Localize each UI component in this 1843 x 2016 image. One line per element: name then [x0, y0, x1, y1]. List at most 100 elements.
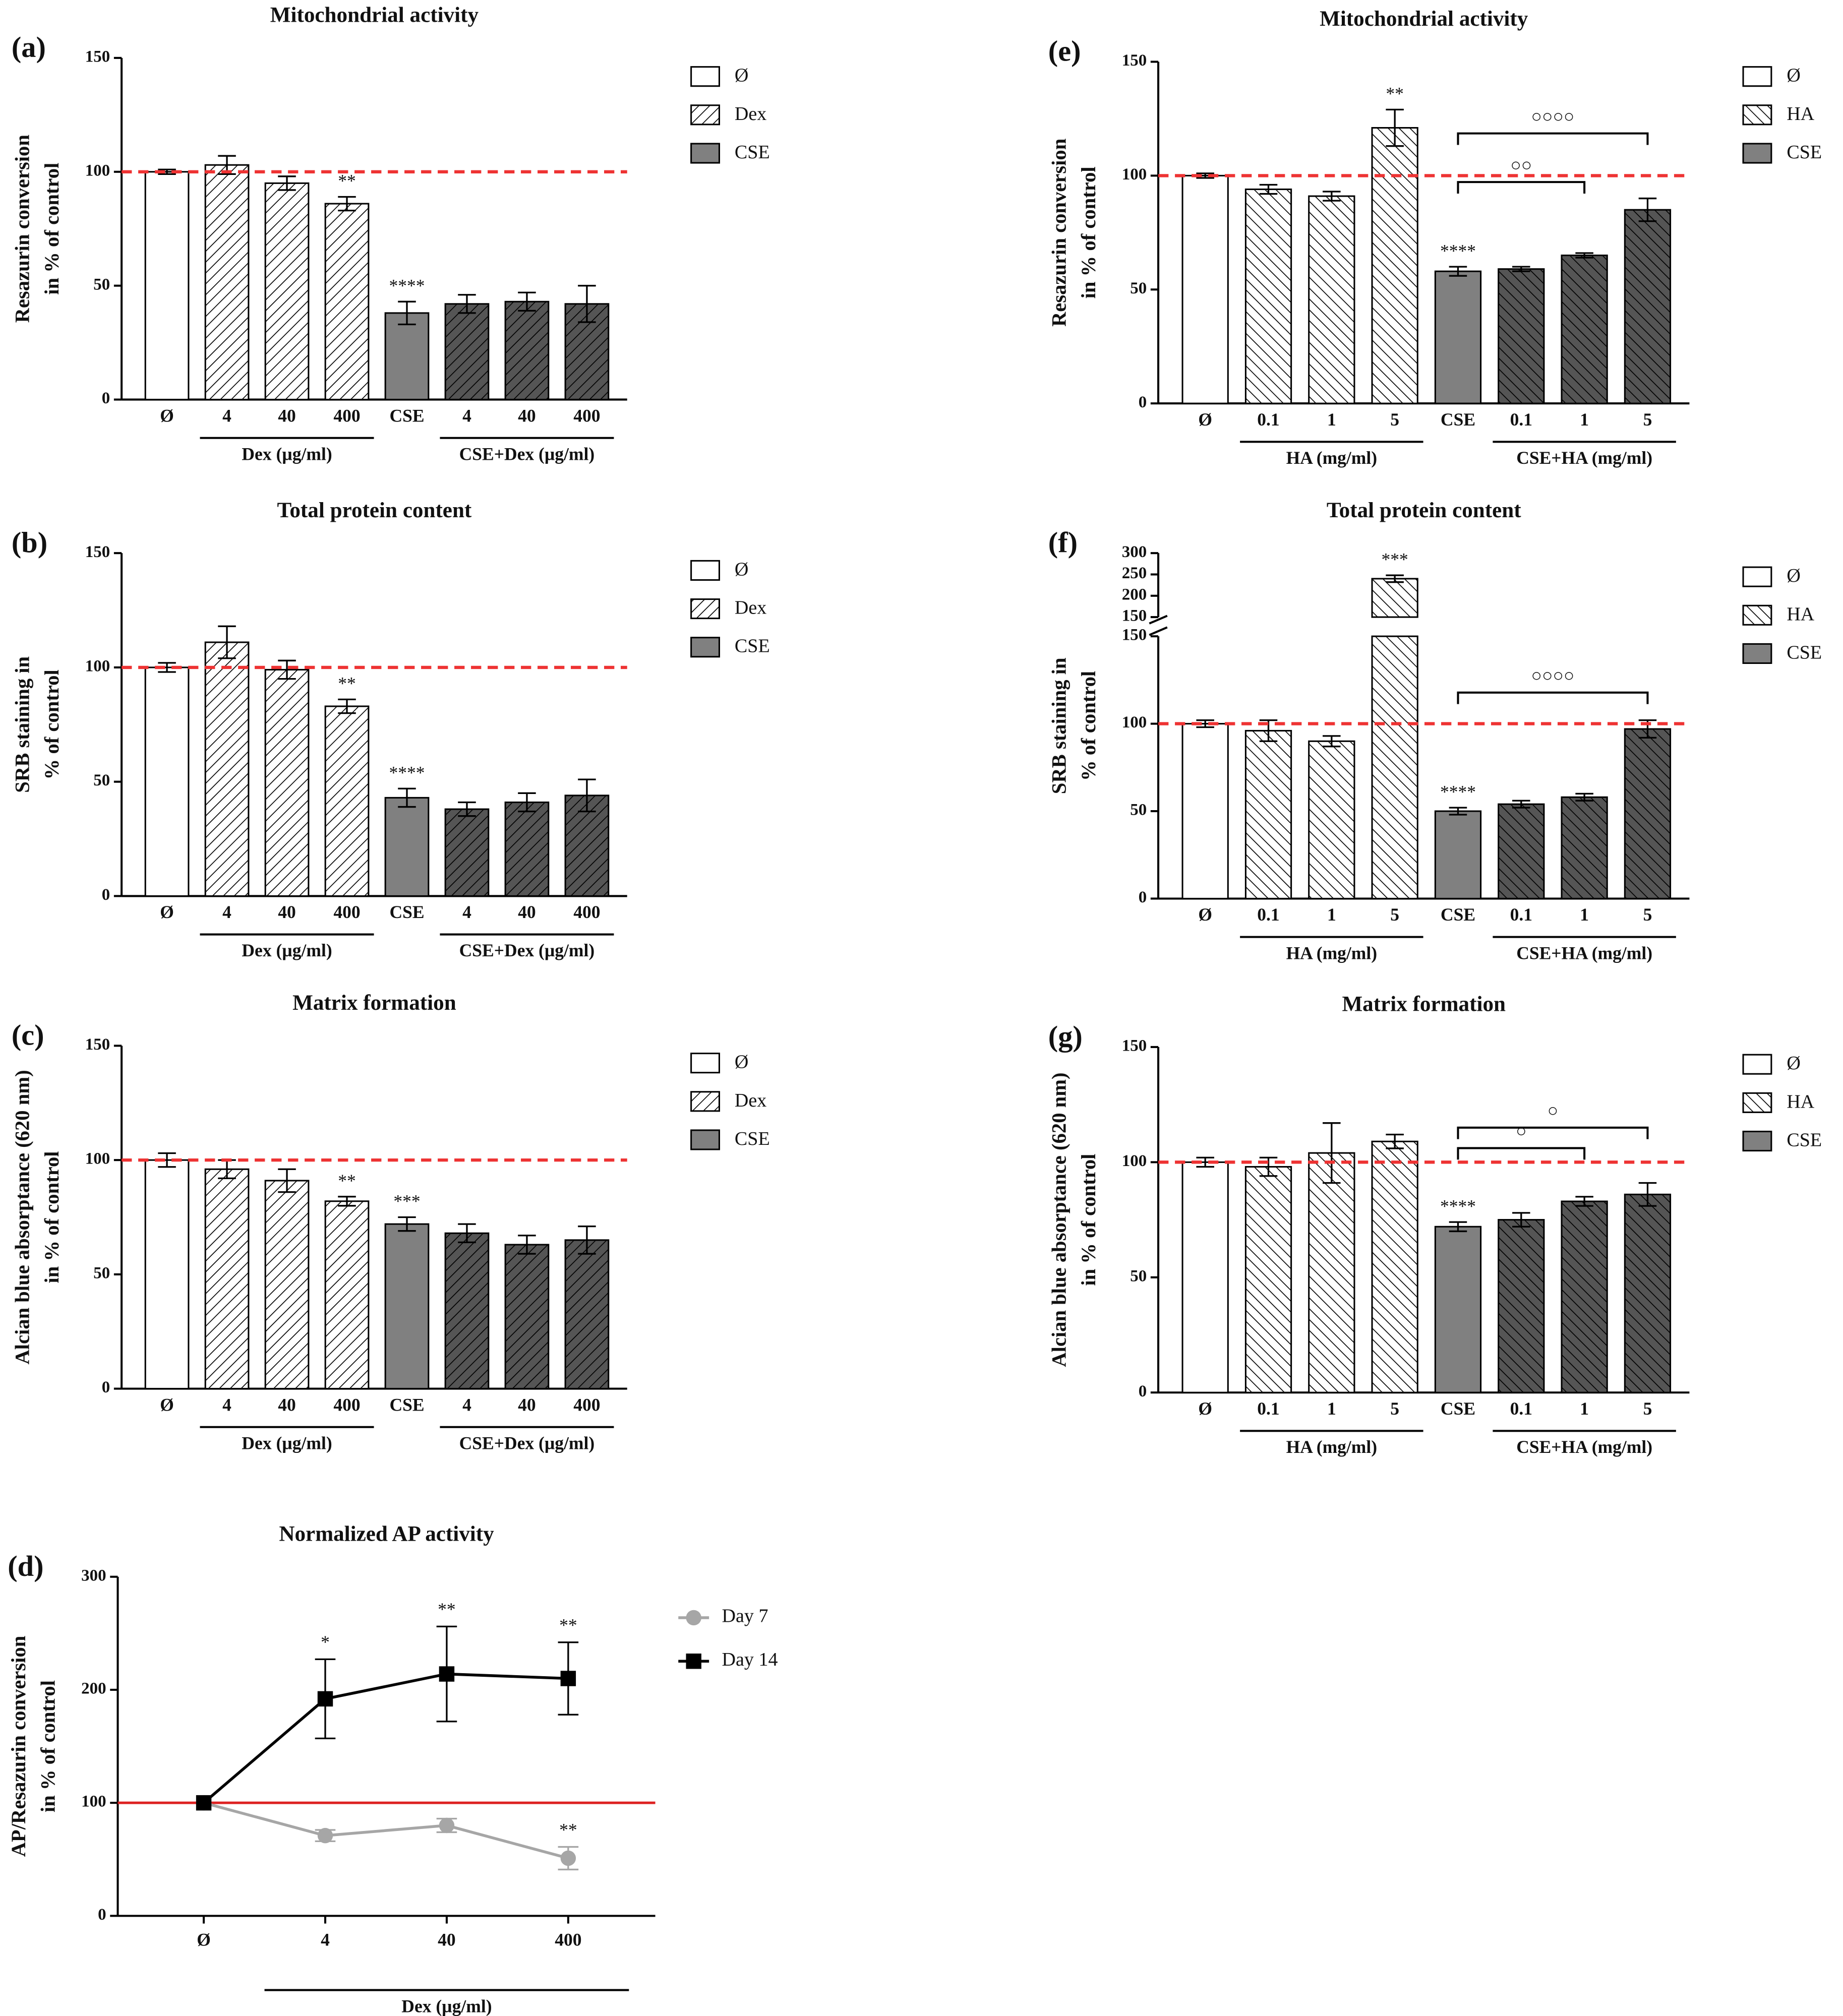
y-axis-label: in % of control [1077, 166, 1100, 298]
x-tick-label: 40 [518, 902, 536, 922]
error-bar [518, 792, 536, 813]
chart-title: Matrix formation [1342, 993, 1506, 1016]
y-tick-label: 300 [81, 1566, 106, 1584]
x-tick-label: 40 [278, 405, 296, 425]
legend-label: Ø [735, 1052, 749, 1073]
legend-label: CSE [1787, 1129, 1822, 1150]
bar [1561, 1200, 1608, 1393]
bar [1244, 188, 1292, 404]
x-tick-label: 5 [1390, 904, 1399, 925]
error-bar [398, 787, 416, 808]
error-bar [1259, 719, 1278, 742]
group-label: CSE+HA (mg/ml) [1516, 448, 1652, 468]
x-tick-label: 1 [1580, 904, 1589, 925]
y-tick-label: 0 [1139, 888, 1147, 906]
bracket-label: ○○○○ [1531, 106, 1575, 126]
error-bar [278, 175, 296, 191]
error-bar [158, 662, 176, 673]
y-axis-label: Alcian blue absorptance (620 nm) [1047, 1072, 1070, 1367]
x-tick-label: Ø [1198, 409, 1212, 430]
bracket-label: ○ [1548, 1101, 1558, 1121]
x-tick-label: 5 [1390, 409, 1399, 430]
significance-label: **** [389, 763, 425, 783]
legend-swatch [690, 637, 720, 658]
y-tick-label: 100 [1122, 165, 1147, 184]
x-tick-label: 400 [555, 1929, 581, 1949]
error-bar [1386, 574, 1404, 583]
legend-swatch [690, 1053, 720, 1074]
y-tick-label: 150 [85, 543, 110, 561]
y-axis-label: in % of control [1077, 1154, 1100, 1286]
error-bar [1196, 719, 1214, 728]
x-tick-label: 0.1 [1257, 409, 1279, 430]
x-tick-label: 4 [462, 1394, 471, 1415]
error-bar [338, 196, 356, 212]
bar [324, 1200, 370, 1390]
x-tick-label: 400 [573, 902, 600, 922]
marker [560, 1850, 576, 1866]
bar [444, 1232, 490, 1390]
marker [196, 1795, 212, 1811]
significance-label: ** [559, 1615, 577, 1635]
legend-label: Ø [735, 65, 749, 86]
significance-label: ** [1386, 84, 1404, 104]
legend-label: Day 14 [722, 1649, 778, 1670]
legend-label: CSE [1787, 642, 1822, 663]
error-bar [1196, 172, 1214, 179]
bracket [1457, 691, 1649, 704]
y-tick-label: 100 [1122, 1152, 1147, 1170]
bar [324, 705, 370, 897]
y-axis-label: in % of control [36, 1680, 59, 1812]
x-tick-label: 0.1 [1510, 904, 1532, 925]
y-tick-label: 100 [85, 161, 110, 179]
legend-label: Dex [735, 1090, 766, 1111]
x-tick-label: 40 [438, 1929, 456, 1949]
x-tick-label: 400 [333, 405, 360, 425]
legend-marker [686, 1610, 701, 1626]
x-tick-label: 4 [222, 405, 231, 425]
x-tick-label: 5 [1643, 409, 1652, 430]
bar [1181, 723, 1229, 900]
legend-label: CSE [735, 636, 770, 657]
marker [317, 1691, 333, 1707]
bar [1434, 810, 1482, 900]
bar [1624, 209, 1672, 404]
error-bar [1512, 800, 1530, 809]
legend-label: Dex [735, 103, 766, 125]
bar [1371, 578, 1418, 618]
x-tick-label: CSE [389, 902, 424, 922]
x-tick-label: 1 [1327, 904, 1336, 925]
error-bar [458, 294, 476, 314]
legend-swatch [1742, 1054, 1772, 1075]
error-bar [1575, 252, 1593, 259]
bar [144, 666, 190, 897]
error-bar [1449, 266, 1467, 277]
axis-break [1149, 615, 1168, 636]
legend-swatch [690, 1129, 720, 1150]
error-bar [1512, 1212, 1530, 1228]
legend-swatch [690, 1091, 720, 1112]
significance-label: *** [393, 1191, 420, 1211]
y-axis-label: Resazurin conversion [1047, 139, 1070, 327]
bar [1434, 270, 1482, 404]
x-tick-label: 5 [1643, 904, 1652, 925]
bar [384, 312, 430, 401]
legend-label: CSE [1787, 142, 1822, 163]
legend-swatch [690, 598, 720, 620]
panel-label: (a) [12, 31, 46, 64]
x-tick-label: 1 [1580, 1398, 1589, 1419]
y-axis-label: SRB staining in [11, 656, 34, 793]
x-tick-label: 40 [518, 405, 536, 425]
y-tick-label: 50 [1130, 801, 1147, 819]
error-bar [278, 1168, 296, 1193]
group-label: HA (mg/ml) [1286, 943, 1378, 963]
error-bar [398, 1216, 416, 1232]
legend-swatch [690, 560, 720, 581]
error-bar [518, 1235, 536, 1255]
x-tick-label: Ø [160, 405, 174, 425]
bar [1308, 1152, 1355, 1393]
legend-label: Ø [735, 559, 749, 580]
series-line [203, 1801, 569, 1860]
bar [204, 164, 250, 401]
